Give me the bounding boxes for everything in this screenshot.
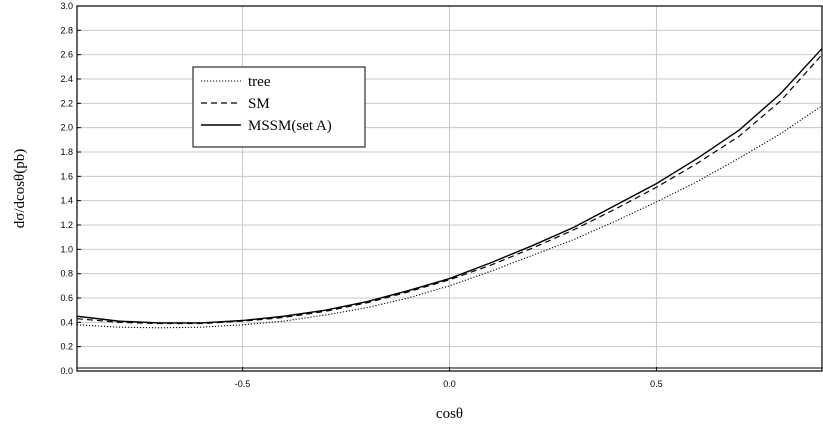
series-line-mssm-set-a [76,48,823,324]
legend-box [192,66,366,148]
series-layer [76,48,823,329]
y-axis-label: dσ/dcosθ(pb) [12,149,28,228]
x-tick-label: 0.0 [443,379,456,389]
legend-label: MSSM(set A) [248,118,332,134]
y-tick-label: 2.8 [60,25,73,35]
y-tick-label: 2.4 [60,74,73,84]
y-tick-label: 1.0 [60,244,73,254]
y-tick-label: 1.8 [60,147,73,157]
x-tick-label: -0.5 [235,379,251,389]
x-axis-label: cosθ [436,406,463,422]
tick-labels: 0.0 0.2 0.4 0.6 0.8 1.0 1.2 1.4 1.6 1.8 2.0 2.2 2.4 2… [60,1,662,389]
grid-lines [77,5,822,372]
y-tick-label: 1.6 [60,171,73,181]
y-tick-label: 0.8 [60,269,73,279]
y-tick-label: 0.0 [60,366,73,376]
y-tick-label: 0.6 [60,293,73,303]
y-tick-label: 2.0 [60,123,73,133]
legend-label: tree [248,74,271,90]
x-tick-label: 0.5 [650,379,663,389]
legend: tree SM MSSM(set A) [192,66,366,148]
y-tick-label: 3.0 [60,1,73,11]
legend-label: SM [248,96,270,112]
y-tick-label: 0.4 [60,317,73,327]
y-tick-label: 2.2 [60,98,73,108]
y-tick-label: 0.2 [60,342,73,352]
y-tick-label: 2.6 [60,50,73,60]
y-tick-label: 1.2 [60,220,73,230]
y-tick-label: 1.4 [60,196,73,206]
